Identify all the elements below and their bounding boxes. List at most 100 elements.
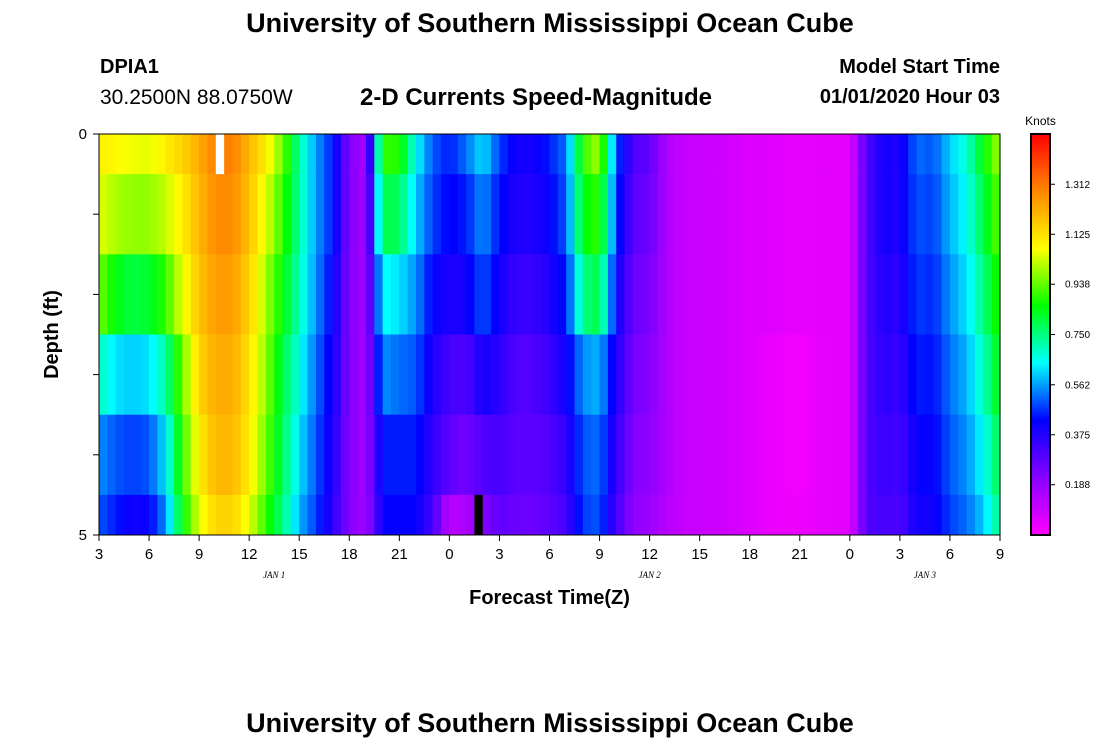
heatmap-cell: [958, 414, 968, 496]
heatmap-cell: [783, 414, 793, 496]
heatmap-cell: [382, 494, 392, 536]
data-gap-marker: [474, 494, 483, 535]
heatmap-cell: [232, 494, 242, 536]
heatmap-cell: [199, 134, 209, 175]
heatmap-cell: [699, 134, 709, 175]
heatmap-cell: [532, 494, 542, 536]
heatmap-cell: [507, 494, 517, 536]
heatmap-cell: [282, 494, 292, 536]
heatmap-cell: [432, 334, 442, 415]
heatmap-cell: [157, 254, 167, 335]
heatmap-cell: [841, 334, 851, 415]
heatmap-cell: [691, 254, 701, 335]
heatmap-cell: [783, 494, 793, 536]
heatmap-cell: [432, 174, 442, 255]
heatmap-cell: [616, 174, 626, 255]
heatmap-cell: [933, 254, 943, 335]
heatmap-cell: [699, 334, 709, 415]
heatmap-cell: [758, 134, 767, 175]
heatmap-cell: [466, 494, 476, 536]
heatmap-cell: [390, 254, 400, 335]
heatmap-cell: [299, 174, 309, 255]
heatmap-cell: [874, 334, 884, 415]
model-start-value: 01/01/2020 Hour 03: [819, 86, 1000, 108]
heatmap-cell: [758, 414, 767, 496]
heatmap-cell: [299, 334, 309, 415]
heatmap-cell: [474, 414, 484, 496]
heatmap-cell: [174, 414, 184, 496]
heatmap-cell: [224, 414, 234, 496]
heatmap-cell: [766, 334, 776, 415]
heatmap-cell: [632, 134, 642, 175]
heatmap-cell: [808, 254, 818, 335]
heatmap-cell: [140, 134, 150, 175]
heatmap-cell: [199, 254, 209, 335]
heatmap-cell: [441, 414, 450, 496]
heatmap-cell: [749, 174, 759, 255]
heatmap-cell: [607, 334, 617, 415]
x-tick-label: 9: [195, 546, 203, 563]
heatmap-cell: [132, 134, 142, 175]
heatmap-cell: [916, 134, 926, 175]
heatmap-cell: [749, 334, 759, 415]
heatmap-cell: [240, 134, 250, 175]
heatmap-cell: [299, 254, 309, 335]
heatmap-cell: [449, 334, 459, 415]
heatmap-cell: [549, 494, 559, 536]
heatmap-cell: [841, 134, 851, 175]
heatmap-cell: [566, 334, 576, 415]
heatmap-cell: [407, 334, 417, 415]
heatmap-cell: [307, 174, 317, 255]
heatmap-cell: [491, 134, 501, 175]
heatmap-cell: [816, 254, 826, 335]
heatmap-cell: [991, 134, 1001, 175]
heatmap-cell: [382, 414, 392, 496]
heatmap-cell: [866, 134, 876, 175]
heatmap-cell: [866, 494, 876, 536]
heatmap-cell: [307, 334, 317, 415]
heatmap-cell: [941, 254, 951, 335]
heatmap-cell: [833, 174, 843, 255]
heatmap-cell: [858, 254, 868, 335]
heatmap-cell: [899, 494, 909, 536]
heatmap-cell: [349, 174, 359, 255]
heatmap-cell: [699, 414, 709, 496]
heatmap-cell: [390, 414, 400, 496]
heatmap-cell: [908, 174, 918, 255]
heatmap-cell: [265, 254, 275, 335]
heatmap-cell: [549, 134, 559, 175]
heatmap-cell: [140, 494, 150, 536]
heatmap-cell: [666, 254, 676, 335]
heatmap-cell: [365, 414, 375, 496]
x-tick-label: 0: [846, 546, 854, 563]
heatmap-cell: [674, 174, 684, 255]
heatmap-cell: [657, 494, 667, 536]
heatmap-cell: [849, 414, 859, 496]
heatmap-cell: [933, 494, 943, 536]
heatmap-cell: [632, 334, 642, 415]
heatmap-cell: [816, 494, 826, 536]
heatmap-cell: [299, 494, 309, 536]
x-tick-label: 3: [95, 546, 103, 563]
heatmap-cell: [257, 174, 267, 255]
heatmap-cell: [749, 414, 759, 496]
heatmap-cell: [833, 494, 843, 536]
heatmap-cell: [841, 174, 851, 255]
heatmap-cell: [99, 254, 108, 335]
heatmap-cell: [282, 254, 292, 335]
heatmap-cell: [566, 174, 576, 255]
heatmap-cell: [424, 134, 434, 175]
heatmap-cell: [224, 494, 234, 536]
heatmap-cell: [958, 254, 968, 335]
heatmap-cell: [858, 134, 868, 175]
heatmap-cell: [365, 334, 375, 415]
heatmap-cell: [783, 334, 793, 415]
colorbar-tick-label: 1.312: [1065, 180, 1090, 191]
heatmap-cell: [416, 334, 425, 415]
heatmap-cell: [933, 174, 943, 255]
x-tick-label: 6: [145, 546, 153, 563]
heatmap-cell: [541, 254, 551, 335]
heatmap-cell: [866, 254, 876, 335]
heatmap-cell: [499, 494, 509, 536]
heatmap-cell: [599, 414, 609, 496]
